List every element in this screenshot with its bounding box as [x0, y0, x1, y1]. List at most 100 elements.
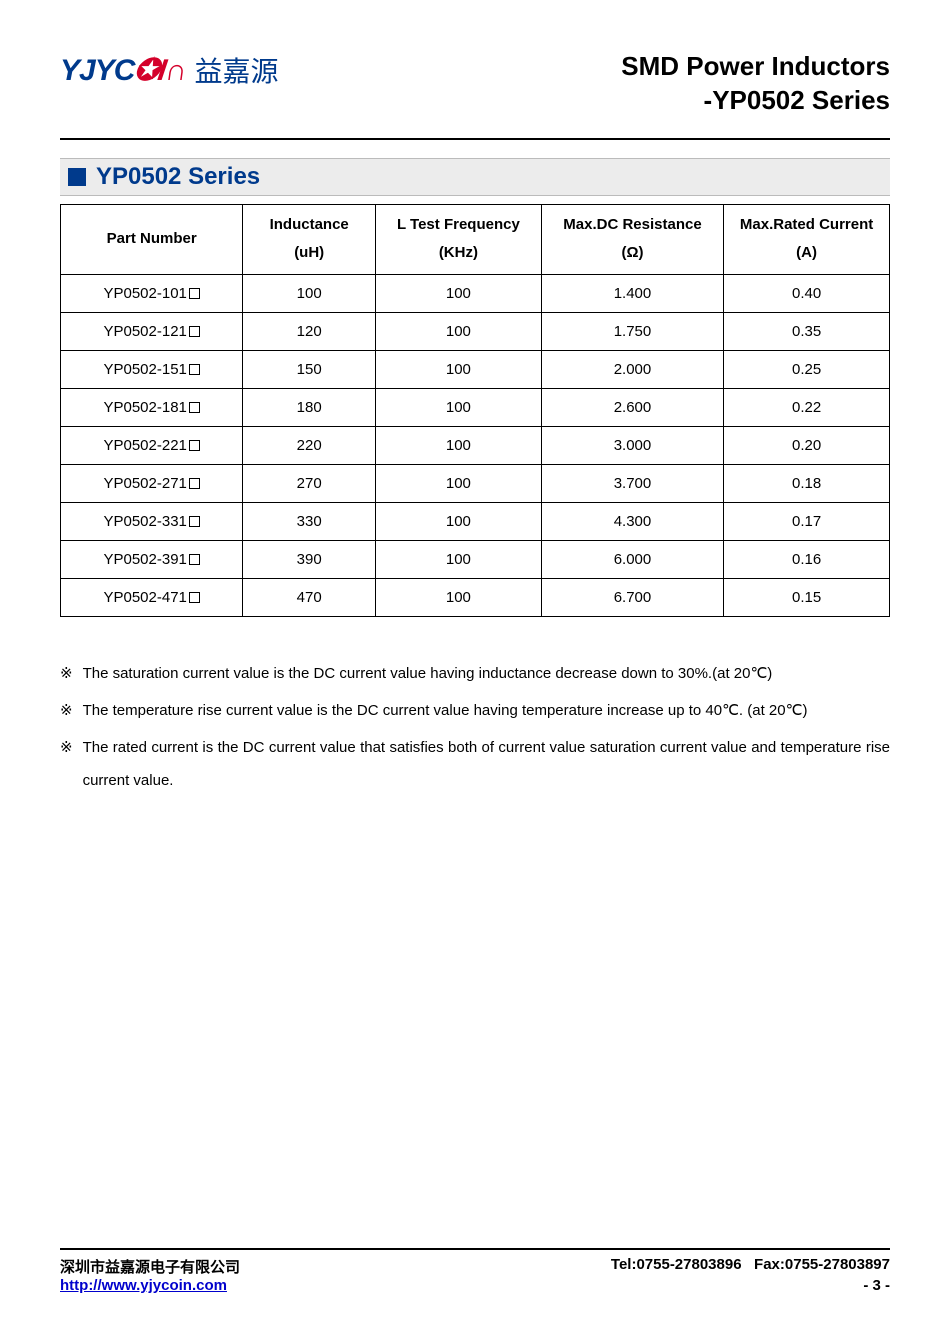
cell-part-number: YP0502-101 [61, 274, 243, 312]
pn-suffix-box-icon [189, 288, 200, 299]
col-header-l1: L Test Frequency [397, 216, 520, 233]
title-line-2: -YP0502 Series [621, 84, 890, 118]
cell-ind: 390 [243, 540, 376, 578]
cell-ind: 100 [243, 274, 376, 312]
table-row: YP0502-4714701006.7000.15 [61, 578, 890, 616]
note-item: ※ The rated current is the DC current val… [60, 731, 890, 797]
table-row: YP0502-2712701003.7000.18 [61, 464, 890, 502]
cell-freq: 100 [376, 350, 542, 388]
cell-part-number: YP0502-471 [61, 578, 243, 616]
col-header: L Test Frequency (KHz) [376, 204, 542, 274]
cell-freq: 100 [376, 502, 542, 540]
col-header: Part Number [61, 204, 243, 274]
spec-table-body: YP0502-1011001001.4000.40YP0502-12112010… [61, 274, 890, 616]
cell-dcr: 3.700 [541, 464, 723, 502]
cell-cur: 0.20 [724, 426, 890, 464]
pn-suffix-box-icon [189, 554, 200, 565]
cell-freq: 100 [376, 426, 542, 464]
table-row: YP0502-2212201003.0000.20 [61, 426, 890, 464]
cell-cur: 0.16 [724, 540, 890, 578]
cell-cur: 0.40 [724, 274, 890, 312]
logo-en: YJYC✪I∩ [60, 53, 187, 88]
spec-table: Part Number Inductance (uH) L Test Frequenc… [60, 204, 890, 617]
note-text: The rated current is the DC current valu… [83, 731, 890, 797]
cell-ind: 180 [243, 388, 376, 426]
cell-dcr: 6.700 [541, 578, 723, 616]
col-header-l2: (Ω) [621, 244, 643, 261]
page-footer: 深圳市益嘉源电子有限公司 Tel:0755-27803896 Fax:0755-… [60, 1248, 890, 1294]
note-mark-icon: ※ [60, 657, 73, 690]
cell-part-number: YP0502-271 [61, 464, 243, 502]
cell-dcr: 6.000 [541, 540, 723, 578]
pn-suffix-box-icon [189, 516, 200, 527]
cell-ind: 270 [243, 464, 376, 502]
cell-freq: 100 [376, 274, 542, 312]
col-header-l2: (KHz) [439, 244, 478, 261]
table-row: YP0502-1811801002.6000.22 [61, 388, 890, 426]
cell-part-number: YP0502-121 [61, 312, 243, 350]
note-text: The saturation current value is the DC c… [83, 657, 890, 690]
table-row: YP0502-3313301004.3000.17 [61, 502, 890, 540]
pn-suffix-box-icon [189, 326, 200, 337]
cell-freq: 100 [376, 312, 542, 350]
note-item: ※ The saturation current value is the DC … [60, 657, 890, 690]
title-line-1: SMD Power Inductors [621, 50, 890, 84]
cell-cur: 0.15 [724, 578, 890, 616]
table-row: YP0502-1211201001.7500.35 [61, 312, 890, 350]
col-header-l1: Max.Rated Current [740, 216, 873, 233]
cell-ind: 220 [243, 426, 376, 464]
footer-company: 深圳市益嘉源电子有限公司 [60, 1256, 240, 1277]
col-header: Max.DC Resistance (Ω) [541, 204, 723, 274]
spec-table-head: Part Number Inductance (uH) L Test Frequenc… [61, 204, 890, 274]
cell-part-number: YP0502-181 [61, 388, 243, 426]
cell-part-number: YP0502-331 [61, 502, 243, 540]
cell-cur: 0.35 [724, 312, 890, 350]
logo-cn: 益嘉源 [195, 50, 279, 90]
footer-telfax: Tel:0755-27803896 Fax:0755-27803897 [611, 1256, 890, 1277]
cell-freq: 100 [376, 578, 542, 616]
cell-freq: 100 [376, 540, 542, 578]
cell-dcr: 1.400 [541, 274, 723, 312]
logo: YJYC✪I∩ 益嘉源 [60, 50, 279, 90]
footer-url-link[interactable]: http://www.yjycoin.com [60, 1277, 227, 1294]
pn-suffix-box-icon [189, 440, 200, 451]
cell-ind: 470 [243, 578, 376, 616]
cell-dcr: 2.600 [541, 388, 723, 426]
col-header: Inductance (uH) [243, 204, 376, 274]
cell-cur: 0.18 [724, 464, 890, 502]
cell-cur: 0.17 [724, 502, 890, 540]
col-header-l1: Max.DC Resistance [563, 216, 701, 233]
pn-suffix-box-icon [189, 364, 200, 375]
section-title: YP0502 Series [96, 163, 260, 191]
note-text: The temperature rise current value is th… [83, 694, 890, 727]
cell-dcr: 4.300 [541, 502, 723, 540]
cell-freq: 100 [376, 388, 542, 426]
section-header: YP0502 Series [60, 158, 890, 196]
table-row: YP0502-1511501002.0000.25 [61, 350, 890, 388]
notes-block: ※ The saturation current value is the DC … [60, 657, 890, 797]
cell-dcr: 1.750 [541, 312, 723, 350]
cell-ind: 120 [243, 312, 376, 350]
cell-part-number: YP0502-391 [61, 540, 243, 578]
cell-part-number: YP0502-221 [61, 426, 243, 464]
col-header-l1: Inductance [270, 216, 349, 233]
note-mark-icon: ※ [60, 731, 73, 764]
note-item: ※ The temperature rise current value is t… [60, 694, 890, 727]
cell-cur: 0.25 [724, 350, 890, 388]
pn-suffix-box-icon [189, 478, 200, 489]
footer-page: - 3 - [863, 1277, 890, 1294]
page-header: YJYC✪I∩ 益嘉源 SMD Power Inductors -YP0502 … [60, 50, 890, 140]
cell-freq: 100 [376, 464, 542, 502]
logo-en-text: YJYC [60, 54, 134, 87]
note-mark-icon: ※ [60, 694, 73, 727]
cell-ind: 150 [243, 350, 376, 388]
col-header-l2: (uH) [294, 244, 324, 261]
pn-suffix-box-icon [189, 592, 200, 603]
table-row: YP0502-3913901006.0000.16 [61, 540, 890, 578]
pn-suffix-box-icon [189, 402, 200, 413]
square-marker-icon [68, 168, 86, 186]
col-header: Max.Rated Current(A) [724, 204, 890, 274]
document-title: SMD Power Inductors -YP0502 Series [621, 50, 890, 118]
cell-cur: 0.22 [724, 388, 890, 426]
cell-dcr: 3.000 [541, 426, 723, 464]
